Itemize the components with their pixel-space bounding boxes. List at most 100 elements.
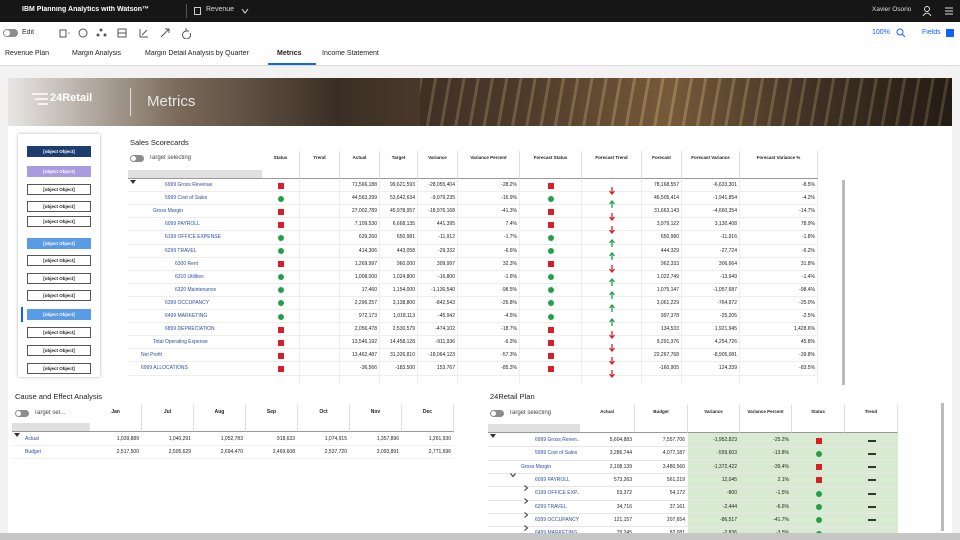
nav-button[interactable]: [object Object]	[27, 146, 91, 157]
book-name[interactable]: Revenue	[206, 6, 235, 13]
tab-bar: Revenue Plan Margin Analysis Margin Detail…	[0, 45, 960, 66]
column-header: Trend	[300, 151, 340, 179]
cell-value: -183,500	[395, 365, 415, 372]
row-label: 6320 Maintenance	[175, 286, 217, 293]
nav-label[interactable]: [object Object]	[43, 348, 75, 353]
row-label: 5999 Cost of Sales	[165, 195, 208, 202]
column-header: Variance	[688, 405, 740, 433]
tab[interactable]: Margin Detail Analysis by Quarter	[145, 50, 249, 57]
zoom-icon[interactable]	[896, 28, 905, 37]
nav-label[interactable]: [object Object]	[43, 258, 75, 263]
nav-button[interactable]: [object Object]	[27, 327, 91, 338]
nav-button[interactable]: [object Object]	[27, 345, 91, 356]
nav-label[interactable]: [object Object]	[43, 241, 75, 246]
cell-value: 2,530,579	[392, 326, 415, 333]
toolbar-icons[interactable]	[58, 27, 218, 39]
nav-label[interactable]: [object Object]	[43, 219, 75, 224]
cell-value: 207,654	[666, 516, 685, 523]
row-header-chevron-svg	[490, 434, 496, 438]
app-title: IBM Planning Analytics with Watson™	[22, 6, 150, 13]
toggle[interactable]	[130, 155, 144, 162]
row-header-bar	[128, 170, 262, 179]
row-label: 6399 OCCUPANCY	[535, 516, 580, 523]
row-line	[488, 459, 898, 461]
status-green	[278, 313, 284, 320]
toggle-label: Target sel...	[34, 410, 66, 416]
nav-button[interactable]: [object Object]	[27, 201, 91, 212]
nav-button[interactable]: [object Object]	[27, 255, 91, 266]
cell-value: -98.5%	[501, 286, 517, 293]
nav-label[interactable]: [object Object]	[43, 149, 75, 154]
nav-label[interactable]: [object Object]	[43, 293, 75, 298]
status-red	[548, 261, 554, 268]
trend-flat	[867, 479, 876, 482]
cell-value: 7,109,530	[354, 221, 377, 228]
cell-value: 2.1%	[777, 476, 789, 483]
nav-button[interactable]: [object Object]	[27, 363, 91, 374]
row-label: Budget	[25, 449, 41, 455]
user-icon[interactable]	[922, 5, 932, 17]
status-red	[548, 221, 554, 228]
cell-value: 6,668,135	[392, 221, 415, 228]
row-line	[488, 446, 898, 448]
expand-icon-svg	[524, 524, 529, 531]
column-header: Dec	[402, 405, 454, 432]
cell-value: 960,000	[396, 260, 415, 267]
cell-value: -16.9%	[501, 195, 517, 202]
row-label: Actual	[25, 436, 39, 442]
book-icon	[194, 7, 201, 15]
tab[interactable]: Income Statement	[322, 50, 379, 57]
nav-label[interactable]: [object Object]	[43, 330, 75, 335]
column-header: Jan	[90, 405, 142, 432]
expand-icon-svg	[510, 472, 516, 477]
nav-button[interactable]: [object Object]	[27, 216, 91, 227]
trend-down-svg	[609, 265, 615, 274]
tab[interactable]: Revenue Plan	[5, 50, 49, 57]
row-label: 6499 MARKETING	[165, 313, 208, 319]
nav-button[interactable]: [object Object]	[27, 309, 91, 320]
cell-value: -41.3%	[501, 208, 517, 215]
row-line	[128, 217, 818, 219]
nav-label[interactable]: [object Object]	[43, 276, 75, 281]
nav-label[interactable]: [object Object]	[43, 169, 75, 174]
book-chevron[interactable]	[241, 7, 249, 15]
column-header-label: Variance Percent	[470, 155, 507, 160]
fields[interactable]: Fields	[922, 29, 941, 36]
tab[interactable]: Metrics	[277, 50, 302, 57]
cell-value: 2,505,629	[168, 449, 191, 455]
nav-button[interactable]: [object Object]	[27, 184, 91, 195]
zoom[interactable]: 100%	[872, 29, 890, 36]
nav-button[interactable]: [object Object]	[27, 290, 91, 301]
nav-label[interactable]: [object Object]	[43, 204, 75, 209]
cell-value: 71,566,188	[351, 182, 377, 188]
status-red	[548, 326, 554, 333]
cell-value: 997,378	[660, 313, 679, 319]
menu-icon[interactable]	[944, 6, 954, 16]
toggle[interactable]	[490, 410, 504, 417]
nav-button[interactable]: [object Object]	[27, 166, 91, 177]
nav-button[interactable]: [object Object]	[27, 273, 91, 284]
cell-value: -842,543	[435, 299, 455, 306]
trend-flat	[867, 439, 876, 442]
nav-label[interactable]: [object Object]	[43, 312, 75, 317]
cell-value: -9,079,235	[431, 195, 455, 202]
status-red	[548, 208, 554, 215]
nav-label[interactable]: [object Object]	[43, 187, 75, 192]
nav-button[interactable]: [object Object]	[27, 238, 91, 249]
cell-value: -39.4%	[773, 463, 789, 470]
row-label: 6300 Rent	[175, 260, 199, 267]
trend-up-svg	[609, 199, 615, 208]
edit-toggle[interactable]	[3, 29, 18, 37]
column-header-label: Forecast Variance %	[756, 155, 801, 160]
nav-label[interactable]: [object Object]	[43, 366, 75, 371]
tab[interactable]: Margin Analysis	[72, 50, 122, 57]
row-label: 6999 Gross Reven...	[535, 437, 580, 443]
user-name[interactable]: Xavier Osorio	[872, 6, 912, 13]
trend-down-svg	[609, 212, 615, 221]
column-line	[339, 179, 340, 384]
column-header: Target	[380, 151, 418, 179]
fields-icon[interactable]	[946, 29, 954, 37]
plan-scrollbar	[941, 403, 944, 531]
toggle[interactable]	[15, 410, 29, 417]
cell-value: -6,633,301	[713, 182, 737, 188]
